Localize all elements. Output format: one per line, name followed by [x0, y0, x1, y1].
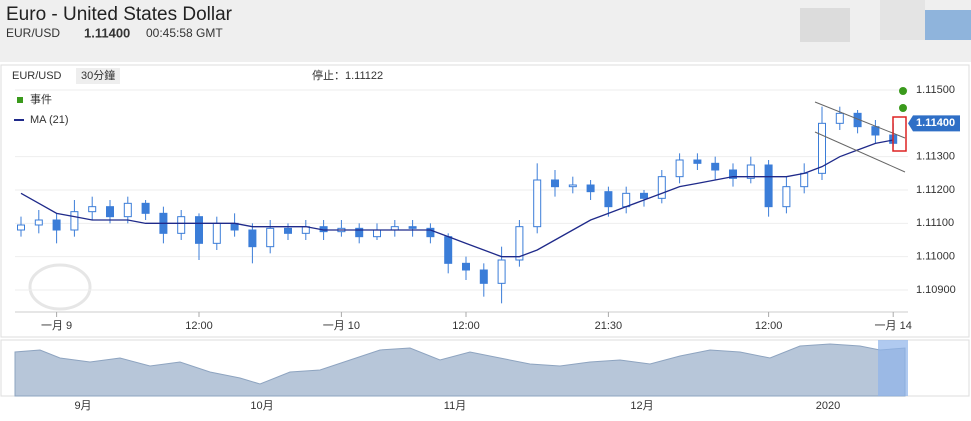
candle-body — [284, 227, 292, 234]
candle-body — [729, 169, 737, 179]
candle-body — [675, 159, 684, 178]
candle-body — [248, 229, 257, 248]
candle-body — [17, 224, 25, 231]
candle-body — [835, 112, 844, 124]
candle-body — [70, 211, 79, 231]
channel-line — [814, 101, 906, 139]
title: Euro - United States Dollar — [6, 4, 233, 25]
blurred-block — [800, 8, 850, 42]
navigator-label: 2020 — [816, 400, 840, 412]
navigator-label: 11月 — [444, 400, 466, 412]
candle-body — [746, 164, 755, 179]
candle-body — [462, 262, 470, 271]
x-tick-label: 12:00 — [755, 320, 783, 332]
candle-body — [586, 184, 595, 193]
legend-events: 事件 — [30, 93, 52, 106]
price: 1.11400 — [84, 25, 130, 40]
candle-body — [88, 206, 97, 213]
candle-body — [604, 191, 613, 208]
candle-body — [568, 184, 577, 188]
navigator-label: 12月 — [630, 400, 653, 412]
candle-body — [373, 229, 381, 238]
y-tick-label: 1.10900 — [916, 284, 956, 296]
candle-body — [640, 192, 648, 199]
event-dot[interactable] — [899, 104, 907, 112]
candle-body — [800, 172, 809, 188]
chart-panel — [0, 64, 970, 338]
candle-body — [711, 162, 720, 171]
candle-body — [195, 216, 203, 244]
x-tick-label: 12:00 — [452, 320, 480, 332]
candle-body — [355, 227, 364, 238]
candle-body — [551, 179, 559, 188]
y-tick-label: 1.11500 — [916, 84, 955, 96]
candle-body — [266, 227, 275, 248]
navigator-window[interactable] — [878, 340, 908, 396]
candle-body — [497, 259, 506, 284]
candle-body — [212, 222, 221, 244]
current-price-marker — [908, 115, 960, 132]
candle-body — [141, 202, 150, 214]
candle-body — [177, 216, 186, 234]
candle-body — [444, 236, 453, 264]
navigator-area — [14, 343, 906, 397]
navigator-label: 10月 — [250, 400, 273, 412]
x-tick-label: 21:30 — [595, 320, 623, 332]
interval-button[interactable] — [76, 68, 120, 84]
channel-line — [814, 131, 906, 173]
candle-body — [515, 226, 524, 261]
candle-body — [52, 219, 61, 231]
highlight-box — [892, 116, 907, 152]
candle-body — [764, 164, 773, 208]
x-tick-label: 一月 14 — [875, 320, 912, 332]
candle-body — [871, 126, 880, 136]
candle-body — [106, 206, 114, 218]
candle-body — [657, 176, 666, 199]
candle-body — [622, 192, 631, 208]
y-tick-label: 1.11100 — [916, 217, 954, 229]
legend-events-swatch — [17, 97, 23, 103]
x-tick-label: 一月 9 — [41, 320, 72, 332]
candle-body — [123, 202, 132, 218]
legend-ma: MA (21) — [30, 114, 69, 126]
interval[interactable]: 30分鐘 — [81, 68, 115, 82]
ma-line — [20, 139, 894, 258]
candle-body — [533, 179, 542, 228]
blurred-block — [880, 0, 925, 40]
y-tick-label: 1.11300 — [916, 151, 955, 163]
candle-body — [693, 159, 702, 164]
chart-symbol: EUR/USD — [12, 70, 62, 82]
candle-body — [426, 227, 435, 238]
symbol: EUR/USD — [6, 26, 60, 40]
x-tick-label: 一月 10 — [323, 320, 360, 332]
candle-body — [782, 186, 791, 208]
event-dot[interactable] — [899, 87, 907, 95]
time: 00:45:58 GMT — [146, 26, 223, 40]
y-tick-label: 1.11000 — [916, 251, 955, 263]
candle-body — [408, 226, 417, 229]
watermark — [28, 263, 92, 311]
stop-label: 停止：1.11122 — [312, 68, 383, 82]
candle-body — [34, 219, 43, 226]
blurred-block — [925, 10, 971, 40]
current-price-label: 1.11400 — [916, 117, 955, 129]
navigator-label: 9月 — [74, 400, 91, 412]
candle-body — [818, 122, 826, 174]
candle-body — [479, 269, 488, 284]
y-tick-label: 1.11200 — [916, 184, 955, 196]
x-tick-label: 12:00 — [185, 320, 213, 332]
